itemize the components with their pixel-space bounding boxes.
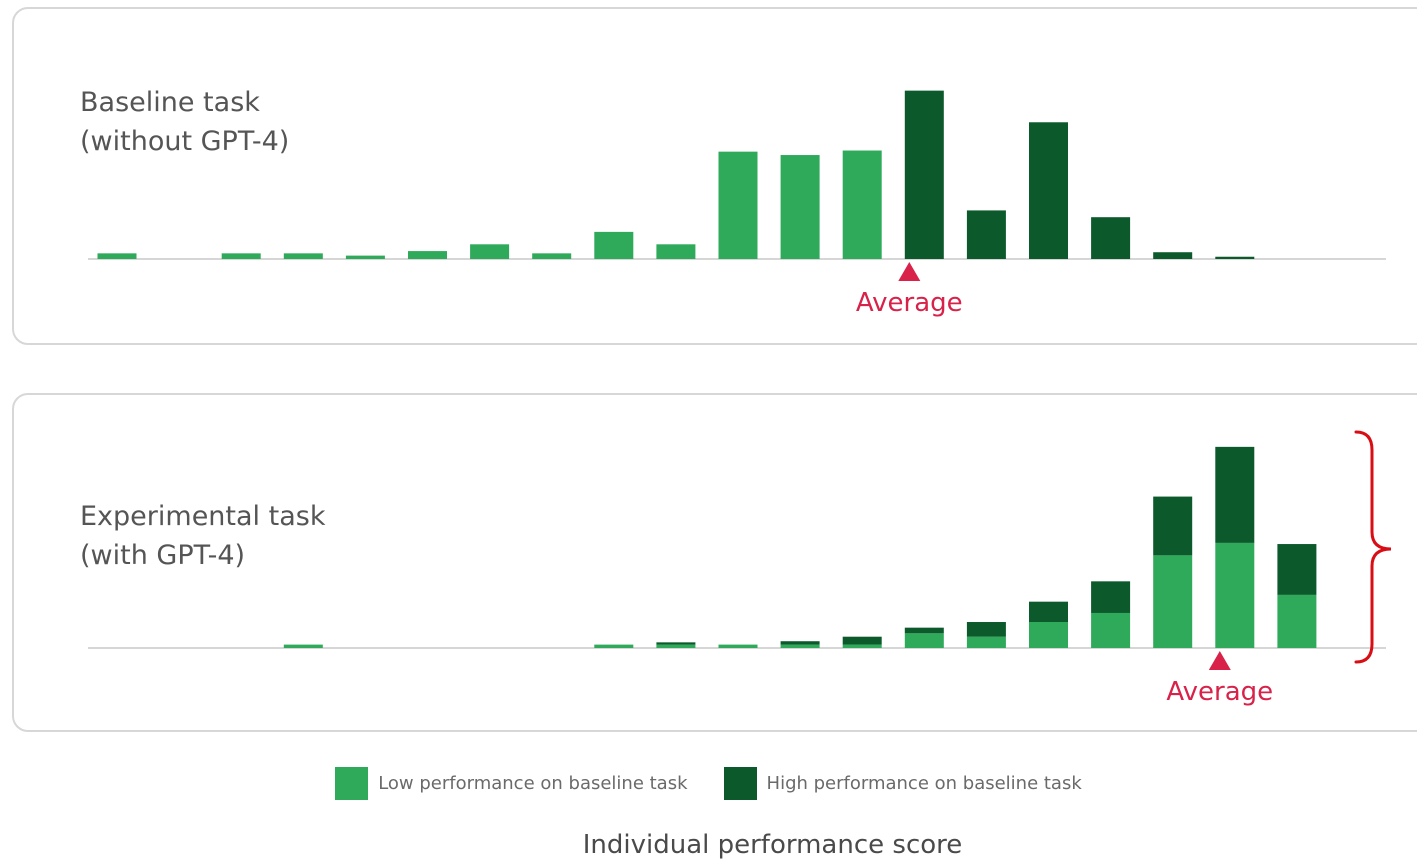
- baseline-bar-low-7: [532, 253, 572, 259]
- experimental-bar-high-17: [1153, 496, 1193, 556]
- experimental-bar-high-19: [1277, 544, 1317, 595]
- baseline-title-line2: (without GPT-4): [80, 126, 290, 157]
- legend-label-high: High performance on baseline task: [766, 773, 1082, 794]
- experimental-bar-high-11: [780, 641, 820, 645]
- experimental-bar-low-18: [1215, 542, 1255, 648]
- baseline-bar-low-10: [718, 151, 758, 259]
- baseline-bar-low-3: [283, 253, 323, 259]
- experimental-bar-low-15: [1029, 622, 1068, 648]
- baseline-bar-low-4: [345, 255, 385, 259]
- experimental-bar-low-14: [966, 636, 1006, 648]
- experimental-bar-low-16: [1091, 612, 1131, 648]
- baseline-bar-high-13: [904, 90, 944, 259]
- baseline-bar-high-17: [1153, 252, 1193, 259]
- experimental-bar-high-12: [842, 636, 882, 645]
- legend-item-low: Low performance on baseline task: [335, 767, 688, 800]
- baseline-bar-low-11: [780, 155, 820, 259]
- legend-item-high: High performance on baseline task: [723, 767, 1082, 800]
- experimental-bar-low-8: [594, 644, 634, 648]
- experimental-bar-high-18: [1215, 446, 1255, 543]
- experimental-bar-high-16: [1091, 581, 1131, 613]
- experimental-bar-low-13: [904, 633, 944, 648]
- baseline-bar-low-8: [594, 231, 634, 259]
- experimental-average-marker: [1208, 651, 1231, 670]
- baseline-average-label: Average: [856, 288, 963, 318]
- range-brace: [1354, 430, 1392, 664]
- legend-label-low: Low performance on baseline task: [378, 773, 688, 794]
- baseline-bar-low-2: [221, 253, 261, 259]
- baseline-panel-title: Baseline task (without GPT-4): [80, 83, 289, 161]
- experimental-bar-high-9: [656, 642, 696, 645]
- baseline-bar-high-16: [1091, 217, 1131, 259]
- experimental-bar-low-11: [780, 644, 820, 648]
- baseline-bar-low-5: [408, 251, 447, 259]
- baseline-bar-low-9: [656, 244, 696, 259]
- legend-swatch-low: [335, 767, 369, 800]
- baseline-title-line1: Baseline task: [80, 87, 260, 118]
- baseline-panel: Baseline task (without GPT-4): [12, 7, 1417, 345]
- experimental-bar-high-14: [966, 622, 1006, 637]
- baseline-bar-low-6: [470, 244, 510, 259]
- experimental-panel-title: Experimental task (with GPT-4): [80, 497, 325, 575]
- baseline-average-marker: [898, 262, 921, 281]
- x-axis-label: Individual performance score: [582, 830, 963, 860]
- experimental-bar-low-9: [656, 644, 696, 648]
- experimental-title-line2: (with GPT-4): [80, 540, 246, 571]
- baseline-bar-high-15: [1029, 122, 1068, 260]
- experimental-average-label: Average: [1166, 677, 1273, 707]
- baseline-bar-high-14: [966, 210, 1006, 259]
- legend: Low performance on baseline task High pe…: [0, 767, 1417, 800]
- experimental-title-line1: Experimental task: [80, 501, 326, 532]
- experimental-bar-low-10: [718, 644, 758, 648]
- experimental-bar-high-15: [1029, 601, 1068, 623]
- legend-swatch-high: [723, 767, 757, 800]
- baseline-bar-low-0: [97, 253, 137, 259]
- experimental-bar-low-12: [842, 644, 882, 648]
- experimental-bar-low-17: [1153, 555, 1193, 648]
- baseline-bar-high-18: [1215, 256, 1255, 259]
- experimental-bar-high-13: [904, 627, 944, 634]
- experimental-bar-low-3: [283, 644, 323, 648]
- baseline-bar-low-12: [842, 150, 882, 259]
- experimental-bar-low-19: [1277, 594, 1317, 648]
